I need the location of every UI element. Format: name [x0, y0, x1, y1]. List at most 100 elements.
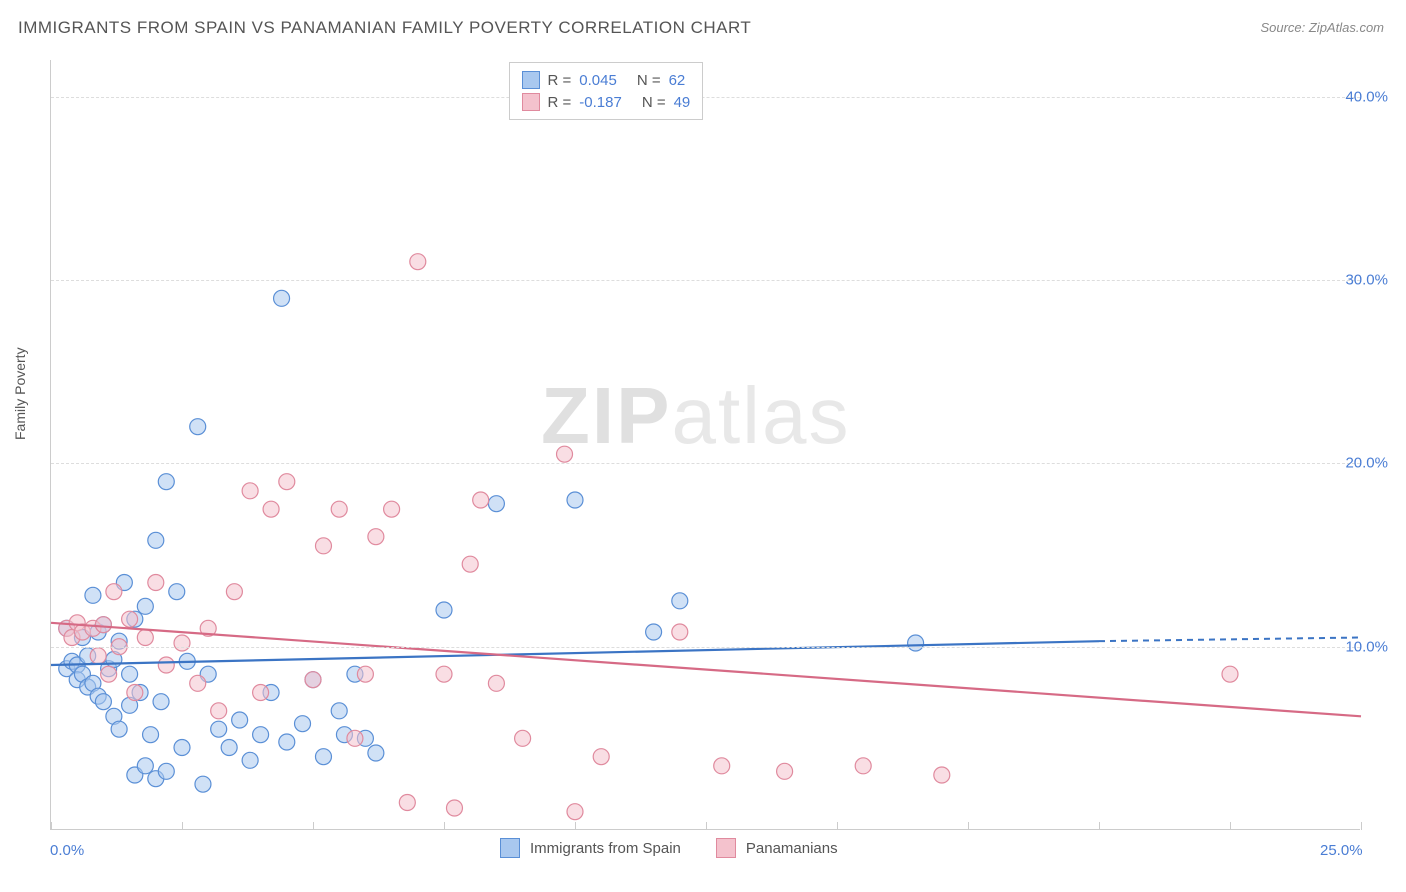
- data-point: [190, 419, 206, 435]
- y-tick-label: 10.0%: [1345, 638, 1388, 655]
- data-point: [111, 721, 127, 737]
- data-point: [436, 666, 452, 682]
- data-point: [777, 763, 793, 779]
- data-point: [315, 749, 331, 765]
- data-point: [195, 776, 211, 792]
- x-tick: [575, 822, 576, 830]
- legend-r-label: R =: [548, 72, 572, 89]
- legend-series-label: Immigrants from Spain: [530, 840, 681, 857]
- data-point: [488, 675, 504, 691]
- data-point: [221, 740, 237, 756]
- data-point: [137, 598, 153, 614]
- data-point: [331, 501, 347, 517]
- legend-r-label: R =: [548, 94, 572, 111]
- legend-n-value: 49: [674, 94, 691, 111]
- trend-line: [51, 623, 1361, 717]
- data-point: [436, 602, 452, 618]
- data-point: [279, 734, 295, 750]
- data-point: [462, 556, 478, 572]
- x-tick-label: 0.0%: [50, 842, 84, 859]
- legend-swatch: [716, 838, 736, 858]
- data-point: [211, 721, 227, 737]
- data-point: [593, 749, 609, 765]
- data-point: [211, 703, 227, 719]
- legend-swatch: [500, 838, 520, 858]
- data-point: [263, 501, 279, 517]
- data-point: [672, 593, 688, 609]
- data-point: [158, 657, 174, 673]
- y-axis-label: Family Poverty: [12, 347, 28, 440]
- data-point: [347, 730, 363, 746]
- data-point: [315, 538, 331, 554]
- legend-swatch: [522, 71, 540, 89]
- data-point: [101, 666, 117, 682]
- scatter-svg: [51, 60, 1360, 829]
- data-point: [908, 635, 924, 651]
- trend-line-dashed: [1099, 638, 1361, 642]
- trend-line: [51, 641, 1099, 665]
- legend-n-value: 62: [669, 72, 686, 89]
- legend-series-label: Panamanians: [746, 840, 838, 857]
- data-point: [646, 624, 662, 640]
- y-tick-label: 40.0%: [1345, 88, 1388, 105]
- data-point: [232, 712, 248, 728]
- legend-n-label: N =: [642, 94, 666, 111]
- data-point: [368, 745, 384, 761]
- data-point: [855, 758, 871, 774]
- data-point: [242, 752, 258, 768]
- data-point: [174, 740, 190, 756]
- x-tick-label: 25.0%: [1320, 842, 1363, 859]
- x-tick: [444, 822, 445, 830]
- data-point: [399, 795, 415, 811]
- x-tick: [51, 822, 52, 830]
- data-point: [148, 532, 164, 548]
- data-point: [253, 727, 269, 743]
- data-point: [122, 666, 138, 682]
- data-point: [95, 694, 111, 710]
- data-point: [122, 611, 138, 627]
- legend-r-value: -0.187: [579, 94, 622, 111]
- data-point: [158, 474, 174, 490]
- data-point: [148, 575, 164, 591]
- data-point: [672, 624, 688, 640]
- data-point: [137, 630, 153, 646]
- data-point: [331, 703, 347, 719]
- data-point: [567, 804, 583, 820]
- legend-swatch: [522, 93, 540, 111]
- y-tick-label: 20.0%: [1345, 455, 1388, 472]
- source-attribution: Source: ZipAtlas.com: [1260, 20, 1384, 35]
- y-tick-label: 30.0%: [1345, 272, 1388, 289]
- x-tick: [1361, 822, 1362, 830]
- data-point: [515, 730, 531, 746]
- gridline: [51, 97, 1360, 98]
- legend-n-label: N =: [637, 72, 661, 89]
- data-point: [305, 672, 321, 688]
- data-point: [357, 666, 373, 682]
- data-point: [274, 290, 290, 306]
- data-point: [242, 483, 258, 499]
- data-point: [169, 584, 185, 600]
- data-point: [90, 648, 106, 664]
- legend-correlation: R =0.045N =62R =-0.187N =49: [509, 62, 704, 120]
- data-point: [106, 584, 122, 600]
- data-point: [714, 758, 730, 774]
- data-point: [190, 675, 206, 691]
- x-tick: [182, 822, 183, 830]
- data-point: [153, 694, 169, 710]
- x-tick: [706, 822, 707, 830]
- plot-area: ZIPatlas: [50, 60, 1360, 830]
- data-point: [934, 767, 950, 783]
- data-point: [446, 800, 462, 816]
- x-tick: [968, 822, 969, 830]
- data-point: [137, 758, 153, 774]
- x-tick: [837, 822, 838, 830]
- data-point: [226, 584, 242, 600]
- data-point: [567, 492, 583, 508]
- data-point: [488, 496, 504, 512]
- data-point: [473, 492, 489, 508]
- data-point: [557, 446, 573, 462]
- data-point: [95, 617, 111, 633]
- data-point: [253, 685, 269, 701]
- data-point: [127, 685, 143, 701]
- legend-r-value: 0.045: [579, 72, 617, 89]
